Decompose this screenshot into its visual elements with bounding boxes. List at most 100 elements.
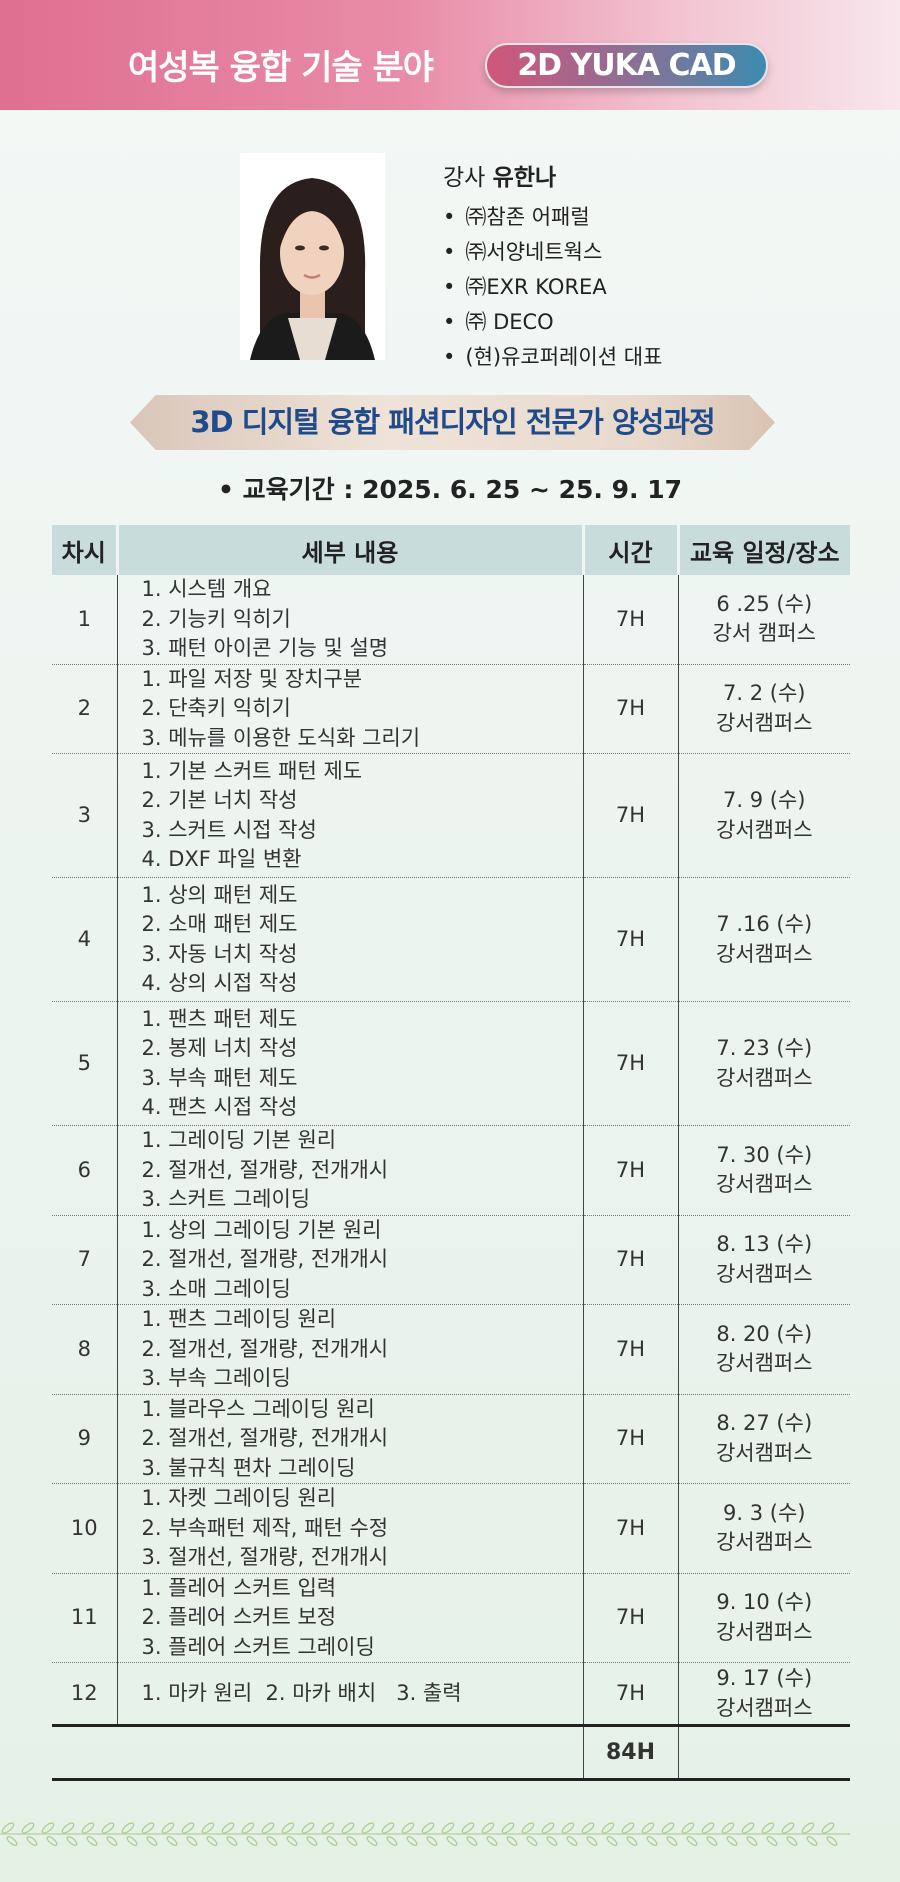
session-content: 1. 블라우스 그레이딩 원리 2. 절개선, 절개량, 전개개시 3. 불규칙 편… bbox=[116, 1394, 583, 1484]
total-row: 84H bbox=[52, 1725, 850, 1781]
session-date: 6 .25 (수) bbox=[716, 591, 813, 616]
content-line: 1. 상의 패턴 제도 bbox=[141, 882, 298, 907]
table-row: 5 1. 팬츠 패턴 제도 2. 봉제 너치 작성 3. 부속 패턴 제도 4. 팬츠 … bbox=[52, 1001, 850, 1126]
instructor-name: 유한나 bbox=[492, 165, 557, 191]
session-number: 3 bbox=[52, 753, 117, 878]
session-number: 7 bbox=[52, 1215, 117, 1305]
table-row: 10 1. 자켓 그레이딩 원리 2. 부속패턴 제작, 패턴 수정 3. 절개선, … bbox=[52, 1483, 850, 1574]
session-place: 강서캠퍼스 bbox=[715, 941, 813, 966]
header-hours: 시간 bbox=[581, 525, 678, 575]
course-badge: 2D YUKA CAD bbox=[485, 43, 768, 88]
total-empty bbox=[52, 1725, 117, 1781]
table-row: 2 1. 파일 저장 및 장치구분 2. 단축키 익히기 3. 메뉴를 이용한 도식화… bbox=[52, 664, 850, 754]
content-line: 3. 플레어 스커트 그레이딩 bbox=[141, 1634, 375, 1659]
content-line: 3. 자동 너치 작성 bbox=[141, 941, 298, 966]
content-line: 2. 절개선, 절개량, 전개개시 bbox=[141, 1426, 389, 1450]
session-schedule: 7 .16 (수) 강서캠퍼스 bbox=[677, 877, 850, 1002]
session-place: 강서캠퍼스 bbox=[715, 710, 813, 735]
table-row: 11 1. 플레어 스커트 입력 2. 플레어 스커트 보정 3. 플레어 스커트 그… bbox=[52, 1573, 850, 1663]
session-number: 10 bbox=[52, 1483, 117, 1574]
course-period: • 교육기간 : 2025. 6. 25 ~ 25. 9. 17 bbox=[218, 475, 682, 504]
session-date: 9. 3 (수) bbox=[723, 1500, 806, 1525]
instructor-label: 강사 bbox=[443, 165, 486, 191]
content-line: 2. 봉제 너치 작성 bbox=[141, 1036, 298, 1060]
session-schedule: 7. 2 (수) 강서캠퍼스 bbox=[677, 664, 850, 754]
session-content: 1. 마카 원리 2. 마카 배치 3. 출력 bbox=[116, 1662, 583, 1727]
content-line: 3. 절개선, 절개량, 전개개시 bbox=[141, 1545, 389, 1569]
session-schedule: 6 .25 (수) 강서 캠퍼스 bbox=[677, 575, 850, 665]
content-line: 3. 메뉴를 이용한 도식화 그리기 bbox=[141, 725, 421, 750]
total-empty bbox=[117, 1725, 583, 1781]
content-line: 1. 자켓 그레이딩 원리 bbox=[141, 1486, 337, 1510]
career-item: ㈜EXR KOREA bbox=[443, 270, 662, 305]
session-place: 강서 캠퍼스 bbox=[712, 621, 816, 646]
session-hours: 7H bbox=[582, 1125, 678, 1216]
session-hours: 7H bbox=[582, 1394, 678, 1484]
content-line: 1. 마카 원리 2. 마카 배치 3. 출력 bbox=[141, 1680, 462, 1705]
session-place: 강서캠퍼스 bbox=[715, 1261, 813, 1286]
session-date: 9. 10 (수) bbox=[716, 1590, 813, 1615]
content-line: 1. 플레어 스커트 입력 bbox=[141, 1575, 337, 1600]
content-line: 2. 기능키 익히기 bbox=[141, 606, 291, 631]
session-place: 강서캠퍼스 bbox=[715, 1065, 813, 1090]
content-line: 2. 기본 너치 작성 bbox=[141, 788, 298, 812]
session-schedule: 7. 23 (수) 강서캠퍼스 bbox=[677, 1001, 850, 1126]
session-hours: 7H bbox=[582, 1483, 678, 1574]
session-content: 1. 상의 그레이딩 기본 원리 2. 절개선, 절개량, 전개개시 3. 소매 그… bbox=[116, 1215, 583, 1305]
session-content: 1. 플레어 스커트 입력 2. 플레어 스커트 보정 3. 플레어 스커트 그레이… bbox=[116, 1573, 583, 1663]
content-line: 1. 파일 저장 및 장치구분 bbox=[141, 666, 363, 691]
content-line: 2. 절개선, 절개량, 전개개시 bbox=[141, 1157, 389, 1182]
session-number: 11 bbox=[52, 1573, 117, 1663]
session-content: 1. 팬츠 그레이딩 원리 2. 절개선, 절개량, 전개개시 3. 부속 그레이딩 bbox=[116, 1304, 583, 1395]
session-hours: 7H bbox=[582, 1215, 678, 1305]
session-schedule: 8. 20 (수) 강서캠퍼스 bbox=[677, 1304, 850, 1395]
session-schedule: 9. 10 (수) 강서캠퍼스 bbox=[677, 1573, 850, 1663]
session-content: 1. 그레이딩 기본 원리 2. 절개선, 절개량, 전개개시 3. 스커트 그레이… bbox=[116, 1125, 583, 1216]
session-date: 7 .16 (수) bbox=[716, 912, 813, 936]
session-schedule: 7. 9 (수) 강서캠퍼스 bbox=[677, 753, 850, 878]
table-header-row: 차시 세부 내용 시간 교육 일정/장소 bbox=[52, 525, 850, 575]
session-place: 강서캠퍼스 bbox=[715, 1440, 813, 1465]
content-line: 2. 절개선, 절개량, 전개개시 bbox=[141, 1247, 389, 1271]
content-line: 4. DXF 파일 변환 bbox=[141, 847, 302, 871]
table-row: 7 1. 상의 그레이딩 기본 원리 2. 절개선, 절개량, 전개개시 3. 소매 … bbox=[52, 1215, 850, 1305]
session-place: 강서캠퍼스 bbox=[715, 817, 813, 842]
table-row: 4 1. 상의 패턴 제도 2. 소매 패턴 제도 3. 자동 너치 작성 4. 상의 … bbox=[52, 877, 850, 1002]
total-empty bbox=[677, 1725, 850, 1781]
session-number: 1 bbox=[52, 575, 117, 665]
table-row: 12 1. 마카 원리 2. 마카 배치 3. 출력 7H 9. 17 (수) 강서캠퍼… bbox=[52, 1662, 850, 1727]
table-row: 3 1. 기본 스커트 패턴 제도 2. 기본 너치 작성 3. 스커트 시접 작성 4… bbox=[52, 753, 850, 878]
content-line: 3. 부속 패턴 제도 bbox=[141, 1065, 298, 1090]
session-hours: 7H bbox=[582, 877, 678, 1002]
header-banner: 여성복 융합 기술 분야 2D YUKA CAD bbox=[0, 0, 900, 110]
session-date: 7. 23 (수) bbox=[716, 1036, 813, 1060]
session-place: 강서캠퍼스 bbox=[715, 1351, 813, 1376]
table-row: 1 1. 시스템 개요 2. 기능키 익히기 3. 패턴 아이콘 기능 및 설명 7H 6… bbox=[52, 575, 850, 665]
content-line: 1. 블라우스 그레이딩 원리 bbox=[141, 1396, 375, 1421]
content-line: 2. 플레어 스커트 보정 bbox=[141, 1605, 337, 1629]
header-schedule: 교육 일정/장소 bbox=[676, 525, 850, 575]
session-content: 1. 기본 스커트 패턴 제도 2. 기본 너치 작성 3. 스커트 시접 작성 4.… bbox=[116, 753, 583, 878]
session-content: 1. 시스템 개요 2. 기능키 익히기 3. 패턴 아이콘 기능 및 설명 bbox=[116, 575, 583, 665]
session-date: 7. 9 (수) bbox=[723, 788, 806, 812]
session-date: 9. 17 (수) bbox=[716, 1666, 813, 1690]
header-title: 여성복 융합 기술 분야 bbox=[128, 48, 434, 88]
content-line: 2. 부속패턴 제작, 패턴 수정 bbox=[141, 1515, 389, 1540]
table-row: 6 1. 그레이딩 기본 원리 2. 절개선, 절개량, 전개개시 3. 스커트 그레… bbox=[52, 1125, 850, 1216]
course-title-ribbon: 3D 디지털 융합 패션디자인 전문가 양성과정 bbox=[130, 395, 775, 450]
session-hours: 7H bbox=[582, 1573, 678, 1663]
table-row: 9 1. 블라우스 그레이딩 원리 2. 절개선, 절개량, 전개개시 3. 불규칙 … bbox=[52, 1394, 850, 1484]
content-line: 1. 팬츠 그레이딩 원리 bbox=[141, 1307, 337, 1331]
session-content: 1. 팬츠 패턴 제도 2. 봉제 너치 작성 3. 부속 패턴 제도 4. 팬츠 시… bbox=[116, 1001, 583, 1126]
content-line: 3. 부속 그레이딩 bbox=[141, 1366, 291, 1390]
session-content: 1. 파일 저장 및 장치구분 2. 단축키 익히기 3. 메뉴를 이용한 도식화 … bbox=[116, 664, 583, 754]
session-place: 강서캠퍼스 bbox=[715, 1619, 813, 1644]
content-line: 1. 기본 스커트 패턴 제도 bbox=[141, 758, 363, 783]
session-schedule: 8. 27 (수) 강서캠퍼스 bbox=[677, 1394, 850, 1484]
content-line: 4. 팬츠 시접 작성 bbox=[141, 1095, 298, 1119]
session-number: 4 bbox=[52, 877, 117, 1002]
session-content: 1. 상의 패턴 제도 2. 소매 패턴 제도 3. 자동 너치 작성 4. 상의 시… bbox=[116, 877, 583, 1002]
header-session: 차시 bbox=[52, 525, 117, 575]
session-number: 8 bbox=[52, 1304, 117, 1395]
session-schedule: 9. 3 (수) 강서캠퍼스 bbox=[677, 1483, 850, 1574]
